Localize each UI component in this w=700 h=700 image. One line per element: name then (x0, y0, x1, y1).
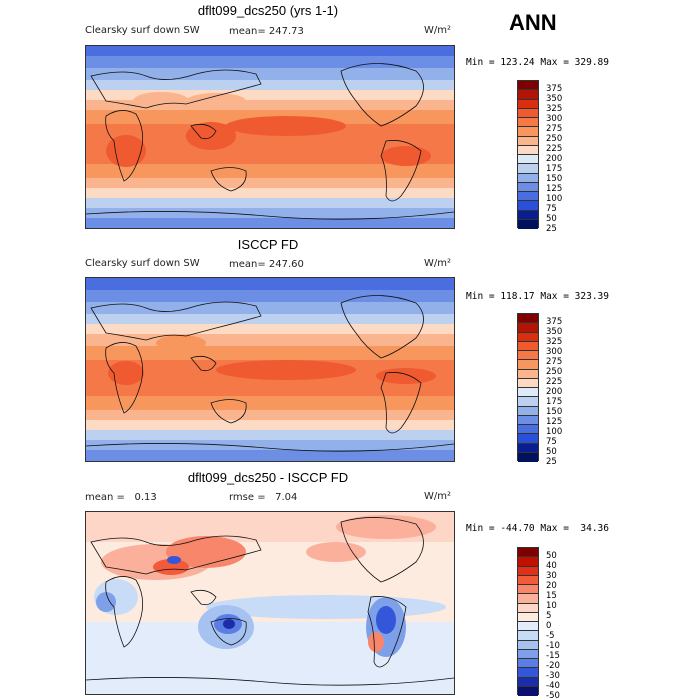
panel2-minmax: Min = 118.17 Max = 323.39 (466, 291, 609, 302)
season-label: ANN (509, 10, 557, 35)
colorbar-label: 40 (546, 561, 557, 571)
colorbar-label: 300 (546, 347, 563, 357)
colorbar-label: 200 (546, 387, 563, 397)
panel3-map-svg (86, 512, 454, 694)
colorbar-label: 0 (546, 621, 552, 631)
panel3-units: W/m² (424, 491, 452, 502)
panel1-colorbar-labels: 375 350 325 300 275 250 225 200 175 150 … (546, 84, 562, 234)
colorbar-label: 30 (546, 571, 557, 581)
panel3-map (85, 511, 455, 695)
panel2-mean: mean= 247.60 (229, 259, 304, 270)
panel3-colorbar (517, 547, 539, 696)
colorbar-label: 20 (546, 581, 557, 591)
colorbar-label: 275 (546, 357, 563, 367)
panel3-title: dflt099_dcs250 - ISCCP FD (187, 470, 349, 485)
colorbar-label: -50 (546, 691, 560, 700)
panel3-rmse: rmse = 7.04 (229, 492, 298, 503)
colorbar-label: 25 (546, 457, 557, 467)
colorbar-label: 15 (546, 591, 557, 601)
panel2-units: W/m² (424, 258, 452, 269)
colorbar-label: 5 (546, 611, 552, 621)
colorbar-label: 225 (546, 377, 563, 387)
panel1-units: W/m² (424, 25, 452, 36)
colorbar-label: 50 (546, 214, 557, 224)
panel1-variable: Clearsky surf down SW (85, 25, 200, 36)
panel3-mean: mean = 0.13 (85, 492, 157, 503)
colorbar-label: 250 (546, 367, 563, 377)
colorbar-label: 50 (546, 447, 557, 457)
colorbar-label: 175 (546, 397, 563, 407)
panel1-map-svg (86, 46, 454, 228)
colorbar-label: 175 (546, 164, 563, 174)
panel2-map (85, 277, 455, 462)
colorbar-label: 375 (546, 317, 563, 327)
colorbar-label: 350 (546, 94, 563, 104)
panel3-minmax: Min = -44.70 Max = 34.36 (466, 523, 609, 534)
colorbar-label: 300 (546, 114, 563, 124)
colorbar-label: -15 (546, 651, 560, 661)
colorbar-label: 100 (546, 194, 563, 204)
colorbar-label: 200 (546, 154, 563, 164)
colorbar-label: 250 (546, 134, 563, 144)
colorbar-label: 100 (546, 427, 563, 437)
colorbar-label: -30 (546, 671, 560, 681)
colorbar-label: 75 (546, 204, 557, 214)
panel3-colorbar-labels: 50 40 30 20 15 10 5 0 -5 -10 -15 -20 -30… (546, 551, 560, 700)
panel2-colorbar (517, 313, 539, 462)
colorbar-label: -10 (546, 641, 560, 651)
colorbar-label: 125 (546, 417, 563, 427)
colorbar-label: 75 (546, 437, 557, 447)
colorbar-label: 150 (546, 174, 563, 184)
colorbar-label: 325 (546, 337, 563, 347)
colorbar-label: 375 (546, 84, 563, 94)
colorbar-label: -5 (546, 631, 555, 641)
colorbar-label: -20 (546, 661, 560, 671)
panel1-minmax: Min = 123.24 Max = 329.89 (466, 57, 609, 68)
panel1-title: dflt099_dcs250 (yrs 1-1) (197, 3, 339, 18)
panel1-mean: mean= 247.73 (229, 26, 304, 37)
colorbar-label: 225 (546, 144, 563, 154)
colorbar-label: 25 (546, 224, 557, 234)
colorbar-label: 50 (546, 551, 557, 561)
colorbar-label: 150 (546, 407, 563, 417)
panel2-colorbar-labels: 375 350 325 300 275 250 225 200 175 150 … (546, 317, 562, 467)
panel2-title: ISCCP FD (237, 237, 299, 252)
colorbar-label: -40 (546, 681, 560, 691)
colorbar-label: 325 (546, 104, 563, 114)
colorbar-label: 10 (546, 601, 557, 611)
colorbar-label: 350 (546, 327, 563, 337)
panel1-colorbar (517, 80, 539, 229)
panel1-map (85, 45, 455, 229)
colorbar-label: 275 (546, 124, 563, 134)
panel2-variable: Clearsky surf down SW (85, 258, 200, 269)
colorbar-label: 125 (546, 184, 563, 194)
panel2-map-svg (86, 278, 454, 461)
